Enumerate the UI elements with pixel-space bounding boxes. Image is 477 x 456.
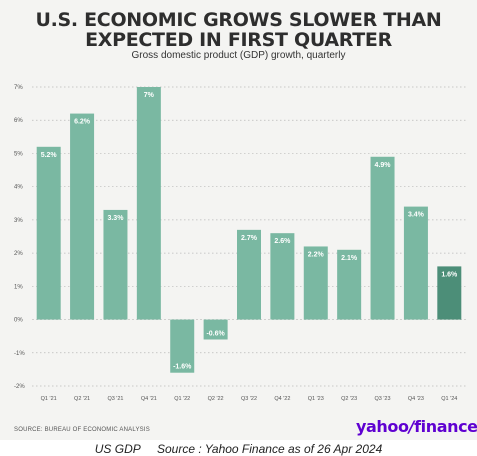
- chart-title-line-2: EXPECTED IN FIRST QUARTER: [85, 29, 392, 51]
- x-tick-label: Q1 '24: [441, 396, 457, 402]
- x-tick-label: Q3 '21: [107, 396, 123, 402]
- data-label: 5.2%: [41, 152, 58, 159]
- x-tick-label: Q1 '23: [308, 396, 324, 402]
- y-tick-label: -1%: [14, 351, 25, 357]
- x-tick-label: Q2 '23: [341, 396, 357, 402]
- bar: [170, 319, 195, 373]
- bar: [136, 87, 161, 320]
- bar: [103, 209, 128, 320]
- y-tick-label: 7%: [14, 85, 23, 91]
- y-tick-label: 5%: [14, 151, 23, 157]
- caption-right: Source : Yahoo Finance as of 26 Apr 2024: [156, 442, 383, 456]
- bar: [237, 229, 261, 320]
- data-label: 7%: [144, 92, 155, 99]
- y-tick-label: 6%: [14, 118, 23, 124]
- data-label: -1.6%: [173, 364, 192, 371]
- figure-caption: US GDP Source : Yahoo Finance as of 26 A…: [0, 442, 477, 456]
- y-tick-label: 3%: [14, 218, 23, 224]
- data-label: 2.1%: [341, 255, 358, 262]
- y-tick-label: 2%: [14, 251, 23, 257]
- bar: [337, 249, 362, 320]
- x-tick-label: Q3 '22: [241, 396, 257, 402]
- bar: [36, 146, 61, 320]
- yahoo-finance-logo: yahoo/finance: [356, 417, 477, 436]
- data-label: 2.2%: [308, 251, 325, 258]
- x-tick-label: Q2 '22: [208, 396, 224, 402]
- bar: [203, 319, 228, 340]
- gdp-bar-chart: 7% 6% 5% 4% 3% 2% 1% 0% -1% -2% 5.2% Q1 '21 6.2% Q2 '…: [14, 85, 466, 402]
- bar: [303, 246, 328, 320]
- bar: [437, 266, 462, 320]
- data-label: 6.2%: [74, 119, 91, 126]
- x-tick-label: Q4 '22: [274, 396, 290, 402]
- logo-suffix: finance: [414, 417, 477, 436]
- x-tick-label: Q3 '23: [375, 396, 391, 402]
- data-label: 3.4%: [408, 212, 425, 219]
- data-label: 2.6%: [274, 238, 291, 245]
- chart-card: U.S. ECONOMIC GROWS SLOWER THAN EXPECTED…: [0, 0, 477, 440]
- x-tick-label: Q2 '21: [74, 396, 90, 402]
- y-tick-label: 1%: [14, 284, 23, 290]
- data-label: 3.3%: [107, 215, 124, 222]
- caption-left: US GDP: [94, 442, 141, 456]
- bar: [403, 206, 428, 320]
- data-label: 4.9%: [375, 162, 392, 169]
- bar: [270, 233, 295, 320]
- x-tick-label: Q4 '23: [408, 396, 424, 402]
- x-tick-label: Q1 '22: [174, 396, 190, 402]
- chart-title-line-1: U.S. ECONOMIC GROWS SLOWER THAN: [35, 9, 442, 31]
- chart-subtitle: Gross domestic product (GDP) growth, qua…: [131, 50, 346, 61]
- data-label: 2.7%: [241, 235, 258, 242]
- bar: [370, 156, 395, 320]
- x-tick-label: Q1 '21: [41, 396, 57, 402]
- data-label: 1.6%: [441, 271, 458, 278]
- logo-slash: /: [408, 417, 415, 436]
- x-tick-label: Q4 '21: [141, 396, 157, 402]
- data-label: -0.6%: [206, 330, 225, 337]
- source-note: SOURCE: BUREAU OF ECONOMIC ANALYSIS: [14, 427, 150, 433]
- y-tick-label: 4%: [14, 185, 23, 191]
- y-tick-label: -2%: [14, 384, 25, 390]
- bar: [70, 113, 95, 320]
- logo-word: yahoo: [356, 417, 409, 436]
- y-tick-label: 0%: [14, 318, 23, 324]
